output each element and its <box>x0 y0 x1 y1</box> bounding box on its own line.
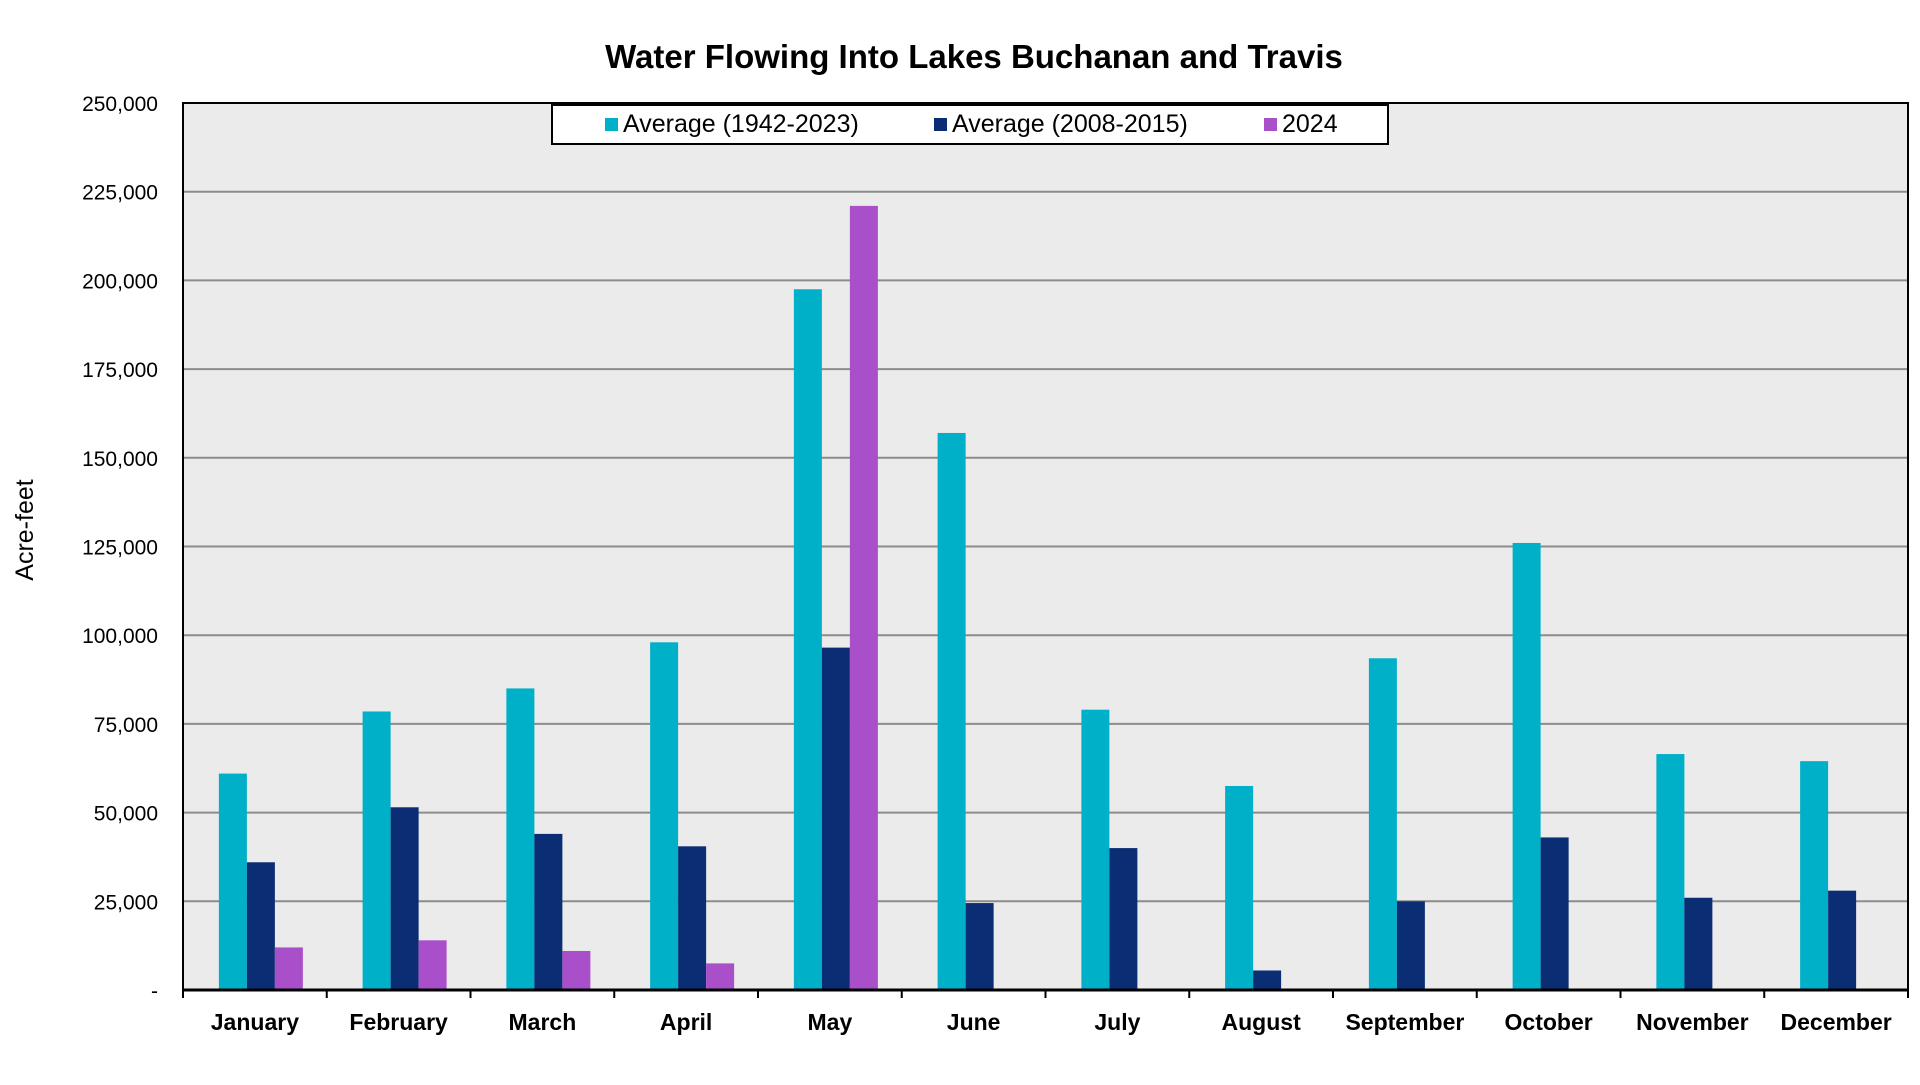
bar-april-series-1 <box>650 642 679 990</box>
y-tick-label: 250,000 <box>82 93 158 116</box>
bar-october-series-1 <box>1512 542 1541 990</box>
x-tick-label: February <box>349 1009 448 1035</box>
bar-june-series-2 <box>965 903 994 990</box>
chart-title: Water Flowing Into Lakes Buchanan and Tr… <box>605 38 1343 75</box>
y-tick-label: - <box>151 980 158 1003</box>
bar-february-series-2 <box>390 807 419 990</box>
bar-december-series-1 <box>1800 761 1829 990</box>
bar-november-series-2 <box>1684 897 1713 990</box>
legend-swatch <box>934 118 947 131</box>
bar-april-series-2 <box>678 846 707 990</box>
legend-swatch <box>1264 118 1277 131</box>
x-tick-label: January <box>211 1009 299 1035</box>
bar-march-series-3 <box>562 950 591 990</box>
bar-october-series-2 <box>1540 837 1569 990</box>
x-tick-label: August <box>1222 1009 1302 1035</box>
legend-box <box>551 104 1389 145</box>
legend-label: Average (1942-2023) <box>623 110 859 138</box>
legend-label: 2024 <box>1282 110 1338 138</box>
bar-january-series-3 <box>274 947 303 990</box>
bar-may-series-2 <box>821 647 850 990</box>
bar-august-series-1 <box>1225 785 1254 990</box>
y-tick-label: 50,000 <box>94 803 158 826</box>
bar-january-series-2 <box>246 862 275 990</box>
x-tick-label: July <box>1094 1009 1140 1035</box>
x-tick-label: June <box>947 1009 1001 1035</box>
x-tick-label: March <box>509 1009 577 1035</box>
y-axis-label: Acre-feet <box>11 479 39 580</box>
x-tick-label: May <box>808 1009 853 1035</box>
bar-may-series-1 <box>793 289 822 990</box>
bar-february-series-3 <box>418 940 447 990</box>
bar-june-series-1 <box>937 432 966 990</box>
legend-label: Average (2008-2015) <box>952 110 1188 138</box>
y-tick-label: 125,000 <box>82 537 158 560</box>
x-tick-label: October <box>1505 1009 1593 1035</box>
y-tick-label: 100,000 <box>82 625 158 648</box>
x-tick-label: December <box>1781 1009 1892 1035</box>
bar-may-series-3 <box>849 205 878 991</box>
x-tick-label: April <box>660 1009 712 1035</box>
x-tick-label: November <box>1636 1009 1749 1035</box>
bar-march-series-1 <box>506 688 535 990</box>
legend-swatch <box>605 118 618 131</box>
bar-september-series-2 <box>1396 901 1425 990</box>
bar-july-series-2 <box>1109 848 1138 990</box>
y-tick-label: 75,000 <box>94 714 158 737</box>
bar-november-series-1 <box>1656 754 1685 990</box>
x-tick-label: September <box>1345 1009 1464 1035</box>
bar-december-series-2 <box>1828 890 1857 990</box>
y-tick-label: 25,000 <box>94 891 158 914</box>
y-tick-label: 200,000 <box>82 270 158 293</box>
bar-february-series-1 <box>362 711 391 990</box>
bar-july-series-1 <box>1081 709 1110 990</box>
y-tick-label: 150,000 <box>82 448 158 471</box>
bar-april-series-3 <box>706 963 735 990</box>
bar-august-series-2 <box>1253 970 1282 990</box>
bar-september-series-1 <box>1368 658 1397 990</box>
y-tick-label: 175,000 <box>82 359 158 382</box>
bar-january-series-1 <box>218 773 247 990</box>
bar-march-series-2 <box>534 833 563 990</box>
plot-area: - 25,000 50,000 75,000 100,000 125,000 150,000… <box>82 93 1909 1035</box>
y-tick-label: 225,000 <box>82 182 158 205</box>
